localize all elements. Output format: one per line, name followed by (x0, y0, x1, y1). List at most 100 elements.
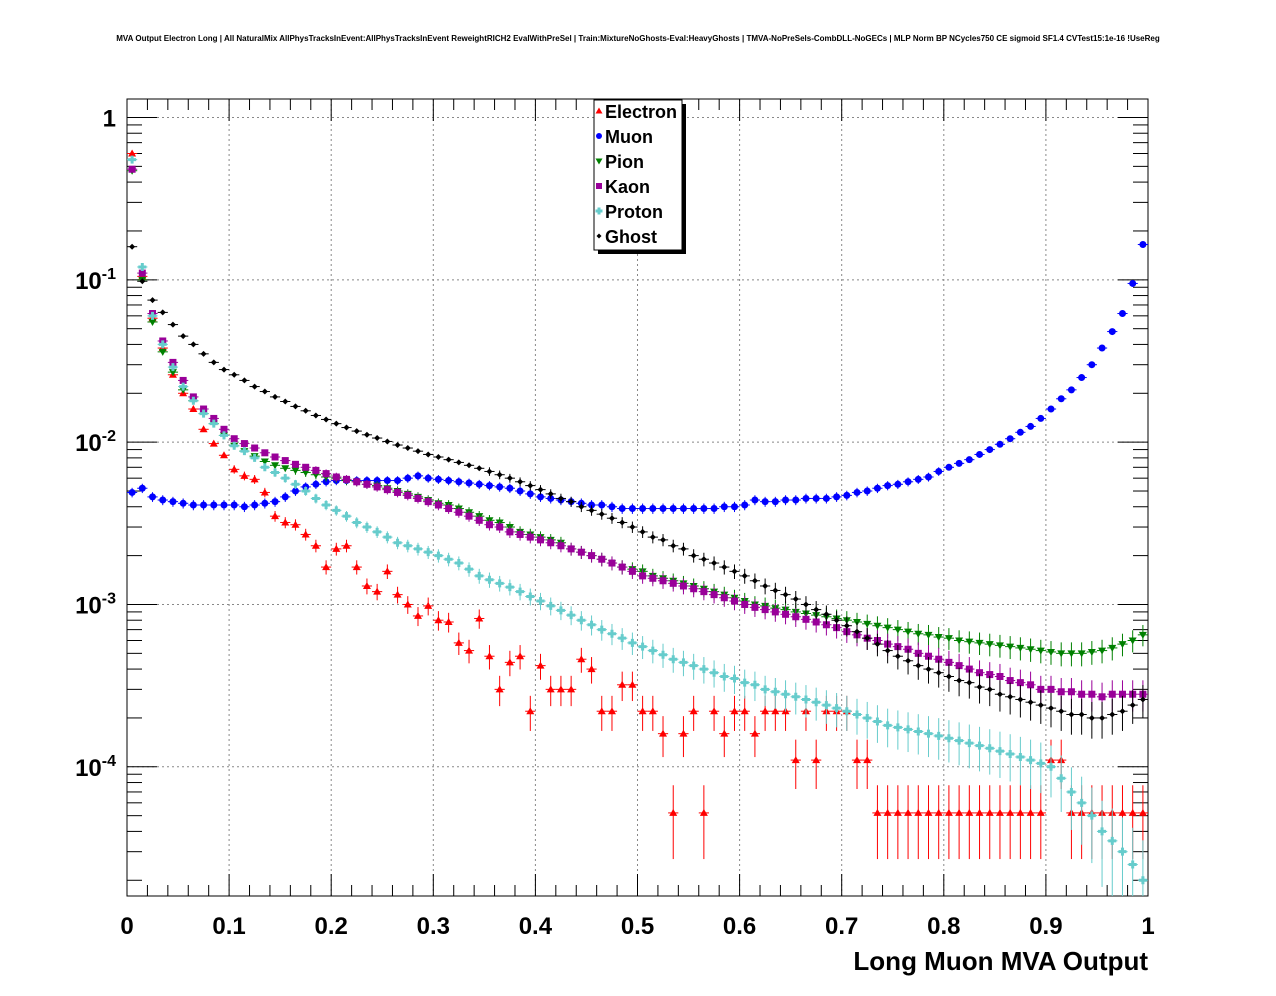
data-point-muon (200, 501, 208, 509)
data-point-kaon (782, 610, 790, 618)
data-point-electron (465, 646, 474, 654)
data-point-pion (1026, 646, 1035, 654)
data-point-electron (628, 680, 637, 688)
data-point-ghost (986, 686, 993, 693)
data-point-kaon (200, 405, 208, 413)
data-point-kaon (679, 582, 687, 590)
data-point-muon (710, 505, 718, 513)
data-point-ghost (935, 669, 942, 676)
data-point-pion (934, 634, 943, 642)
data-point-proton (832, 704, 841, 713)
data-point-pion (1067, 650, 1076, 658)
data-point-pion (1128, 637, 1137, 645)
data-point-ghost (956, 677, 963, 684)
data-point-proton (730, 674, 739, 683)
data-point-kaon (169, 358, 177, 366)
data-point-muon (496, 483, 504, 491)
data-point-kaon (608, 559, 616, 567)
data-point-ghost (1099, 714, 1106, 721)
data-point-muon (434, 475, 442, 483)
data-point-kaon (251, 444, 259, 452)
data-point-kaon (210, 414, 218, 422)
y-tick-labels: 1 10-1 10-2 10-3 10-4 (75, 105, 116, 781)
data-point-ghost (1139, 696, 1146, 703)
data-point-pion (863, 620, 872, 628)
data-point-electron (362, 581, 371, 589)
legend-marker-pion (595, 158, 603, 165)
data-point-muon (649, 505, 657, 513)
data-point-kaon (700, 588, 708, 596)
data-point-ghost (517, 478, 524, 485)
data-point-electron (730, 707, 739, 715)
data-point-kaon (373, 483, 381, 491)
data-point-muon (1118, 310, 1126, 318)
data-point-muon (1088, 361, 1096, 369)
data-point-muon (986, 446, 994, 454)
data-point-muon (149, 493, 157, 501)
data-point-muon (720, 503, 728, 511)
data-point-ghost (680, 545, 687, 552)
data-point-proton (607, 629, 616, 638)
data-point-muon (802, 494, 810, 502)
data-point-kaon (986, 671, 994, 679)
data-point-proton (618, 634, 627, 643)
x-tick-label: 0.6 (723, 913, 756, 940)
data-point-ghost (353, 428, 360, 435)
data-point-proton (322, 501, 331, 510)
data-point-kaon (312, 466, 320, 474)
data-point-proton (648, 646, 657, 655)
data-point-kaon (557, 542, 565, 550)
data-point-kaon (771, 608, 779, 616)
data-point-proton (771, 687, 780, 696)
data-point-kaon (424, 498, 432, 506)
data-point-muon (281, 493, 289, 501)
data-point-muon (1057, 395, 1065, 403)
data-point-muon (1047, 405, 1055, 413)
data-point-muon (179, 499, 187, 507)
data-point-kaon (271, 453, 279, 461)
data-point-electron (567, 685, 576, 693)
data-point-muon (210, 501, 218, 509)
data-point-electron (944, 808, 953, 816)
data-point-proton (934, 731, 943, 740)
data-point-proton (924, 729, 933, 738)
data-point-proton (720, 672, 729, 681)
data-point-ghost (588, 507, 595, 514)
data-point-ghost (915, 662, 922, 669)
data-point-proton (587, 620, 596, 629)
data-point-muon (914, 475, 922, 483)
data-point-ghost (1119, 708, 1126, 715)
data-point-ghost (578, 503, 585, 510)
data-point-muon (1027, 422, 1035, 430)
data-point-electron (475, 614, 484, 622)
data-point-ghost (1007, 693, 1014, 700)
data-point-electron (373, 587, 382, 595)
data-point-ghost (404, 445, 411, 452)
data-point-proton (995, 747, 1004, 756)
data-point-muon (873, 484, 881, 492)
data-point-ghost (496, 471, 503, 478)
data-point-kaon (1078, 690, 1086, 698)
data-point-proton (209, 419, 218, 428)
data-point-kaon (220, 425, 228, 433)
data-point-muon (679, 505, 687, 513)
data-point-proton (689, 661, 698, 670)
x-tick-label: 0.9 (1029, 913, 1062, 940)
data-point-proton (260, 463, 269, 472)
data-point-muon (414, 472, 422, 480)
data-point-ghost (1058, 708, 1065, 715)
data-point-ghost (547, 490, 554, 497)
data-point-proton (393, 538, 402, 547)
data-point-electron (199, 425, 208, 433)
data-point-kaon (281, 457, 289, 465)
data-point-muon (884, 482, 892, 490)
data-point-ghost (823, 611, 830, 618)
data-point-pion (1077, 650, 1086, 658)
data-point-kaon (598, 555, 606, 563)
data-point-proton (1108, 836, 1117, 845)
data-point-muon (271, 498, 279, 506)
data-point-proton (465, 565, 474, 574)
data-point-muon (853, 488, 861, 496)
data-point-muon (394, 477, 402, 485)
data-point-muon (261, 499, 269, 507)
